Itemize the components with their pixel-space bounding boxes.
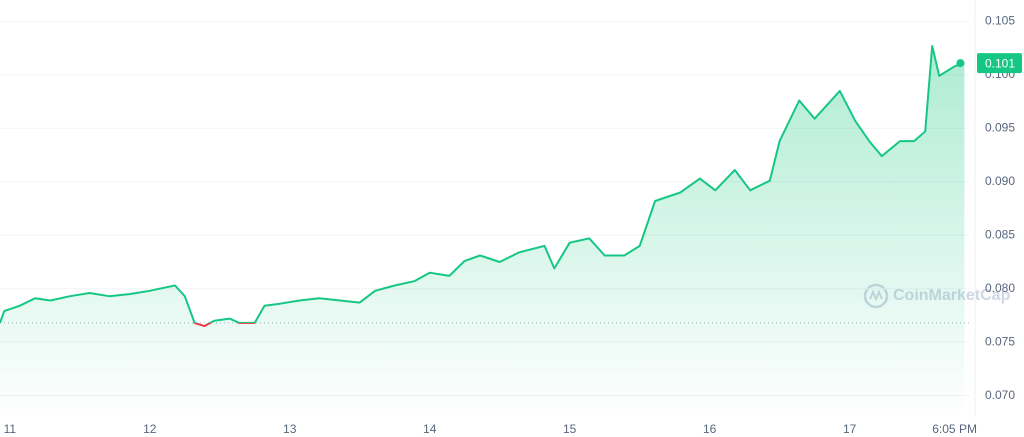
x-tick-label: 16 <box>703 422 717 436</box>
x-tick-label: 13 <box>283 422 297 436</box>
y-tick-label: 0.075 <box>985 334 1015 348</box>
y-tick-label: 0.105 <box>985 14 1015 28</box>
price-area <box>0 46 965 417</box>
y-tick-label: 0.070 <box>985 388 1015 402</box>
x-tick-label: 12 <box>143 422 157 436</box>
last-point <box>956 59 965 68</box>
y-tick-label: 0.095 <box>985 120 1015 134</box>
y-tick-label: 0.090 <box>985 174 1015 188</box>
x-tick-label: 15 <box>563 422 577 436</box>
y-tick-label: 0.085 <box>985 227 1015 241</box>
x-tick-label: 17 <box>843 422 857 436</box>
price-tag: 0.101 <box>985 56 1015 70</box>
x-tick-label: 6:05 PM <box>932 422 977 436</box>
x-tick-label: 11 <box>4 422 17 436</box>
y-tick-label: 0.080 <box>985 281 1015 295</box>
price-line <box>0 45 965 328</box>
x-tick-label: 14 <box>423 422 437 436</box>
price-tag-bg <box>977 53 1022 74</box>
